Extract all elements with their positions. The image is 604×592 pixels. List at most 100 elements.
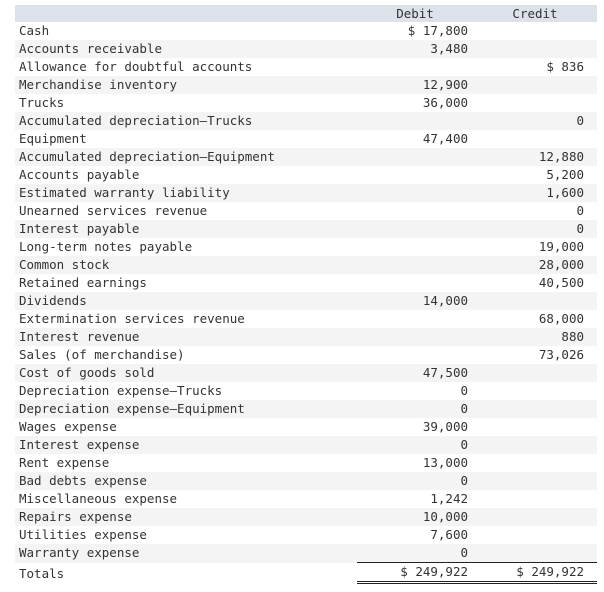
debit-amount bbox=[357, 58, 473, 76]
account-name: Sales (of merchandise) bbox=[19, 347, 185, 362]
table-row: Equipment 47,400 bbox=[15, 130, 597, 148]
credit-amount: 19,000 bbox=[538, 239, 584, 254]
debit-amount: 39,000 bbox=[422, 419, 469, 434]
account-name: Utilities expense bbox=[19, 527, 147, 542]
account-name: Repairs expense bbox=[19, 509, 132, 524]
credit-amount bbox=[473, 454, 597, 472]
credit-amount bbox=[473, 418, 597, 436]
debit-amount bbox=[357, 346, 473, 364]
totals-label: Totals bbox=[19, 565, 65, 581]
debit-amount: 0 bbox=[460, 383, 469, 398]
table-row: Long-term notes payable 19,000 bbox=[15, 238, 597, 256]
account-name: Unearned services revenue bbox=[19, 203, 208, 218]
credit-amount: 5,200 bbox=[546, 167, 584, 182]
table-row: Interest payable 0 bbox=[15, 220, 597, 238]
debit-amount: 1,242 bbox=[430, 491, 469, 506]
account-name: Warranty expense bbox=[19, 545, 140, 561]
table-row: Accumulated depreciation—Equipment 12,880 bbox=[15, 148, 597, 166]
account-name: Bad debts expense bbox=[19, 473, 147, 488]
credit-amount: 880 bbox=[561, 329, 584, 344]
debit-amount: 0 bbox=[460, 545, 469, 560]
account-name: Miscellaneous expense bbox=[19, 491, 178, 506]
table-row: Depreciation expense—Equipment 0 bbox=[15, 400, 597, 418]
account-name: Long-term notes payable bbox=[19, 239, 193, 254]
account-name: Cash bbox=[19, 23, 50, 38]
table-row: Accounts receivable 3,480 bbox=[15, 40, 597, 58]
account-name: Accounts receivable bbox=[19, 41, 162, 56]
account-name: Equipment bbox=[19, 131, 87, 146]
table-row: Interest revenue 880 bbox=[15, 328, 597, 346]
debit-amount: $ 17,800 bbox=[407, 23, 469, 38]
debit-amount: 14,000 bbox=[422, 293, 469, 308]
credit-header: Credit bbox=[512, 6, 558, 21]
account-name: Accumulated depreciation—Equipment bbox=[19, 149, 275, 164]
table-row: Utilities expense 7,600 bbox=[15, 526, 597, 544]
account-name: Common stock bbox=[19, 257, 110, 272]
credit-amount bbox=[473, 22, 597, 40]
debit-amount bbox=[357, 256, 473, 274]
debit-amount: 47,400 bbox=[422, 131, 469, 146]
account-name: Merchandise inventory bbox=[19, 77, 178, 92]
account-name: Rent expense bbox=[19, 455, 110, 470]
debit-amount: 0 bbox=[460, 401, 469, 416]
table-row: Cash $ 17,800 bbox=[15, 22, 597, 40]
account-name: Interest payable bbox=[19, 221, 140, 236]
debit-amount bbox=[357, 220, 473, 238]
credit-amount: 0 bbox=[576, 221, 584, 236]
debit-amount: 0 bbox=[460, 437, 469, 452]
table-row: Rent expense 13,000 bbox=[15, 454, 597, 472]
account-name: Retained earnings bbox=[19, 275, 147, 290]
credit-amount: 0 bbox=[576, 113, 584, 128]
credit-amount bbox=[473, 76, 597, 94]
credit-amount bbox=[473, 490, 597, 508]
table-row: Accounts payable 5,200 bbox=[15, 166, 597, 184]
debit-amount: 10,000 bbox=[422, 509, 469, 524]
table-row: Miscellaneous expense 1,242 bbox=[15, 490, 597, 508]
header-row: Debit Credit bbox=[15, 5, 597, 22]
credit-amount bbox=[473, 292, 597, 310]
account-name: Accumulated depreciation—Trucks bbox=[19, 113, 253, 128]
credit-amount: 0 bbox=[576, 203, 584, 218]
table-row: Trucks 36,000 bbox=[15, 94, 597, 112]
account-header bbox=[15, 5, 357, 22]
account-name: Dividends bbox=[19, 293, 87, 308]
table-row: Accumulated depreciation—Trucks 0 bbox=[15, 112, 597, 130]
credit-amount: 68,000 bbox=[538, 311, 584, 326]
debit-amount bbox=[357, 310, 473, 328]
account-name: Allowance for doubtful accounts bbox=[19, 59, 253, 74]
table-row: Extermination services revenue 68,000 bbox=[15, 310, 597, 328]
table-row: Common stock 28,000 bbox=[15, 256, 597, 274]
credit-amount: 1,600 bbox=[546, 185, 584, 200]
account-name: Trucks bbox=[19, 95, 65, 110]
table-row: Unearned services revenue 0 bbox=[15, 202, 597, 220]
account-name: Interest revenue bbox=[19, 329, 140, 344]
totals-row: Totals $ 249,922 $ 249,922 bbox=[15, 562, 597, 584]
credit-amount: 12,880 bbox=[538, 149, 584, 164]
credit-amount: $ 836 bbox=[546, 59, 584, 74]
debit-amount: 47,500 bbox=[422, 365, 469, 380]
credit-amount bbox=[473, 94, 597, 112]
account-name: Depreciation expense—Equipment bbox=[19, 401, 245, 416]
debit-amount bbox=[357, 112, 473, 130]
credit-amount bbox=[473, 436, 597, 454]
debit-amount: 12,900 bbox=[422, 77, 469, 92]
trial-balance-table: Debit Credit Cash $ 17,800 Accounts receiv… bbox=[15, 5, 597, 584]
table-row: Bad debts expense 0 bbox=[15, 472, 597, 490]
table-row: Repairs expense 10,000 bbox=[15, 508, 597, 526]
account-name: Depreciation expense—Trucks bbox=[19, 383, 223, 398]
account-name: Cost of goods sold bbox=[19, 365, 155, 380]
table-row: Estimated warranty liability 1,600 bbox=[15, 184, 597, 202]
debit-header: Debit bbox=[396, 6, 434, 21]
debit-amount: 36,000 bbox=[422, 95, 469, 110]
table-row: Interest expense 0 bbox=[15, 436, 597, 454]
debit-amount bbox=[357, 238, 473, 256]
table-row: Sales (of merchandise) 73,026 bbox=[15, 346, 597, 364]
table-row: Depreciation expense—Trucks 0 bbox=[15, 382, 597, 400]
credit-amount bbox=[473, 472, 597, 490]
credit-amount bbox=[473, 382, 597, 400]
table-row: Merchandise inventory 12,900 bbox=[15, 76, 597, 94]
debit-amount: 3,480 bbox=[430, 41, 469, 56]
debit-amount: 0 bbox=[460, 473, 469, 488]
table-row: Retained earnings 40,500 bbox=[15, 274, 597, 292]
credit-amount: 73,026 bbox=[538, 347, 584, 362]
